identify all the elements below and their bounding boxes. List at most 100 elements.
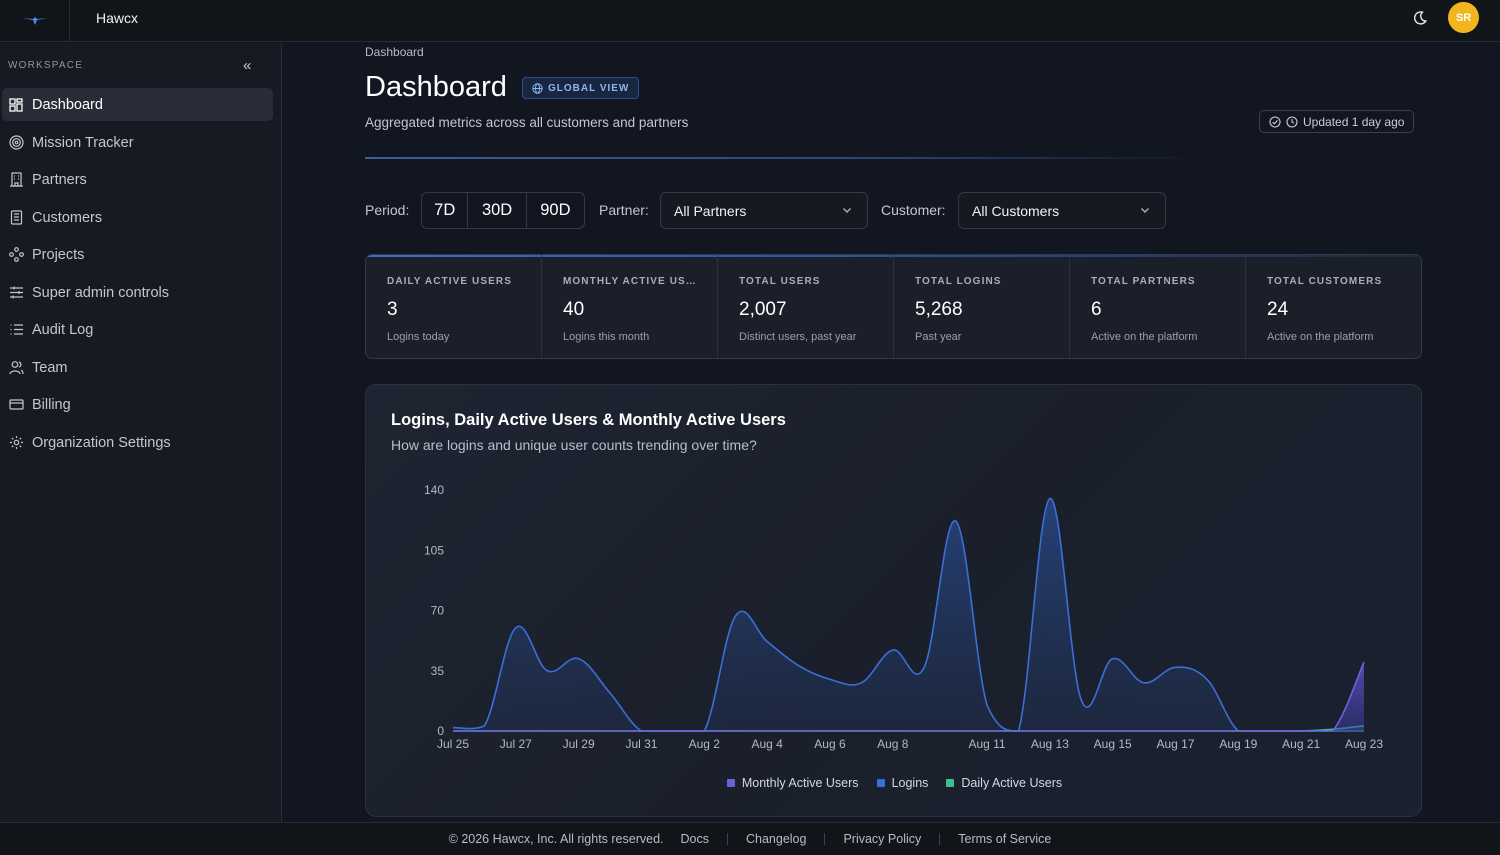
stat-card-total-partners: TOTAL PARTNERS 6 Active on the platform — [1070, 255, 1246, 358]
sidebar-item-label: Mission Tracker — [32, 134, 134, 151]
legend-item-daily-active-users[interactable]: Daily Active Users — [946, 776, 1062, 790]
list-icon — [8, 322, 24, 338]
series-area-logins[interactable] — [453, 498, 1364, 731]
top-bar: Hawcx SR — [0, 0, 1500, 42]
partner-select[interactable]: All Partners — [660, 192, 868, 229]
footer-separator — [939, 833, 941, 845]
customer-label: Customer: — [881, 202, 946, 218]
stat-subtext: Active on the platform — [1267, 331, 1374, 343]
page-title: Dashboard — [365, 71, 507, 103]
building-icon — [8, 172, 24, 188]
sidebar-item-label: Partners — [32, 171, 87, 188]
y-tick-label: 105 — [424, 543, 444, 557]
breadcrumb[interactable]: Dashboard — [365, 45, 424, 59]
updated-label: Updated 1 day ago — [1303, 114, 1405, 129]
globe-icon — [532, 82, 543, 94]
stat-card-total-logins: TOTAL LOGINS 5,268 Past year — [894, 255, 1070, 358]
footer-link-changelog[interactable]: Changelog — [745, 832, 807, 846]
x-axis: Jul 25 Jul 27 Jul 29 Jul 31 Aug 2 Aug 4 Aug 6 A… — [437, 737, 1383, 751]
partner-label: Partner: — [599, 202, 649, 218]
sidebar-item-label: Organization Settings — [32, 434, 171, 451]
customer-select-value: All Customers — [972, 202, 1060, 219]
main-content: Dashboard Dashboard GLOBAL VIEW Aggregat… — [283, 43, 1500, 822]
footer-link-privacy-policy[interactable]: Privacy Policy — [843, 832, 922, 846]
sidebar-item-mission-tracker[interactable]: Mission Tracker — [2, 126, 273, 159]
stat-card-daily-active-users: DAILY ACTIVE USERS 3 Logins today — [366, 255, 542, 358]
sidebar-item-organization-settings[interactable]: Organization Settings — [2, 426, 273, 459]
stat-label: TOTAL USERS — [739, 276, 821, 287]
legend-label: Monthly Active Users — [741, 776, 859, 790]
sidebar-item-super-admin-controls[interactable]: Super admin controls — [2, 276, 273, 309]
series-line-logins[interactable] — [452, 497, 1364, 732]
copyright: © 2026 Hawcx, Inc. All rights reserved. — [448, 832, 664, 846]
sidebar-item-label: Projects — [32, 246, 85, 263]
gear-icon — [8, 435, 24, 451]
moon-icon[interactable] — [1410, 8, 1430, 28]
footer-separator — [824, 833, 826, 845]
y-tick-label: 140 — [424, 483, 444, 497]
partner-select-value: All Partners — [674, 202, 747, 219]
sidebar-item-label: Dashboard — [32, 96, 103, 113]
chart-legend: Monthly Active Users Logins Daily Active… — [366, 776, 1423, 790]
period-90d-button[interactable]: 90D — [540, 201, 571, 219]
badge-label: GLOBAL VIEW — [548, 82, 630, 94]
footer-link-docs[interactable]: Docs — [680, 832, 709, 846]
x-tick-label: Aug 11 — [968, 737, 1005, 751]
series-layer — [452, 497, 1365, 732]
global-view-badge: GLOBAL VIEW — [522, 77, 640, 99]
footer-separator — [726, 833, 728, 845]
stat-subtext: Distinct users, past year — [739, 331, 857, 343]
check-circle-icon — [1269, 115, 1281, 128]
sidebar-item-projects[interactable]: Projects — [2, 238, 273, 271]
x-tick-label: Aug 13 — [1031, 737, 1069, 751]
stat-label: TOTAL CUSTOMERS — [1267, 276, 1383, 287]
avatar[interactable]: SR — [1448, 2, 1479, 33]
series-line-monthly-active-users[interactable] — [453, 661, 1365, 732]
app-name: Hawcx — [96, 10, 139, 26]
stat-label: TOTAL LOGINS — [915, 276, 1002, 287]
footer-link-terms-of-service[interactable]: Terms of Service — [958, 832, 1052, 846]
period-7d-button[interactable]: 7D — [422, 193, 469, 228]
sliders-icon — [8, 285, 24, 301]
chevron-down-icon — [843, 208, 851, 213]
sidebar-item-billing[interactable]: Billing — [2, 388, 273, 421]
legend-swatch — [946, 779, 955, 787]
x-tick-label: Aug 8 — [877, 737, 909, 751]
users-icon — [8, 360, 24, 376]
legend-swatch — [726, 779, 735, 787]
sidebar-item-partners[interactable]: Partners — [2, 163, 273, 196]
customer-select[interactable]: All Customers — [958, 192, 1166, 229]
logo[interactable] — [0, 0, 70, 42]
period-label: Period: — [365, 202, 410, 218]
stat-value: 5,268 — [915, 299, 963, 320]
grid-icon — [8, 97, 24, 113]
x-tick-label: Aug 23 — [1345, 737, 1383, 751]
sidebar-item-label: Team — [32, 359, 68, 376]
stats-panel: DAILY ACTIVE USERS 3 Logins today MONTHL… — [365, 254, 1422, 359]
stat-subtext: Past year — [915, 331, 962, 343]
sidebar-item-label: Customers — [32, 209, 103, 226]
stat-card-total-customers: TOTAL CUSTOMERS 24 Active on the platfor… — [1246, 255, 1421, 358]
nodes-icon — [8, 247, 24, 263]
sidebar-item-customers[interactable]: Customers — [2, 201, 273, 234]
period-30d-button[interactable]: 30D — [468, 193, 527, 228]
x-tick-label: Aug 4 — [751, 737, 783, 751]
legend-item-monthly-active-users[interactable]: Monthly Active Users — [726, 776, 859, 790]
x-tick-label: Jul 29 — [563, 737, 595, 751]
chart-card: Logins, Daily Active Users & Monthly Act… — [365, 384, 1422, 817]
chevron-down-icon — [1141, 208, 1149, 213]
sidebar-item-audit-log[interactable]: Audit Log — [2, 313, 273, 346]
x-tick-label: Aug 19 — [1219, 737, 1257, 751]
page-subtitle: Aggregated metrics across all customers … — [365, 115, 689, 130]
collapse-sidebar-icon[interactable]: « — [243, 57, 252, 74]
sidebar-item-label: Billing — [32, 396, 71, 413]
sidebar-item-team[interactable]: Team — [2, 351, 273, 384]
legend-item-logins[interactable]: Logins — [876, 776, 928, 790]
logins-activity-chart[interactable]: 0 35 70 105 140 Jul 25 Jul 27 Jul 29 Jul 31 Aug … — [366, 385, 1423, 818]
card-icon — [8, 397, 24, 413]
stat-card-total-users: TOTAL USERS 2,007 Distinct users, past y… — [718, 255, 894, 358]
sidebar-item-dashboard[interactable]: Dashboard — [2, 88, 273, 121]
legend-swatch — [876, 779, 885, 787]
period-selector: 7D 30D 90D — [421, 192, 585, 229]
x-tick-label: Aug 6 — [814, 737, 846, 751]
